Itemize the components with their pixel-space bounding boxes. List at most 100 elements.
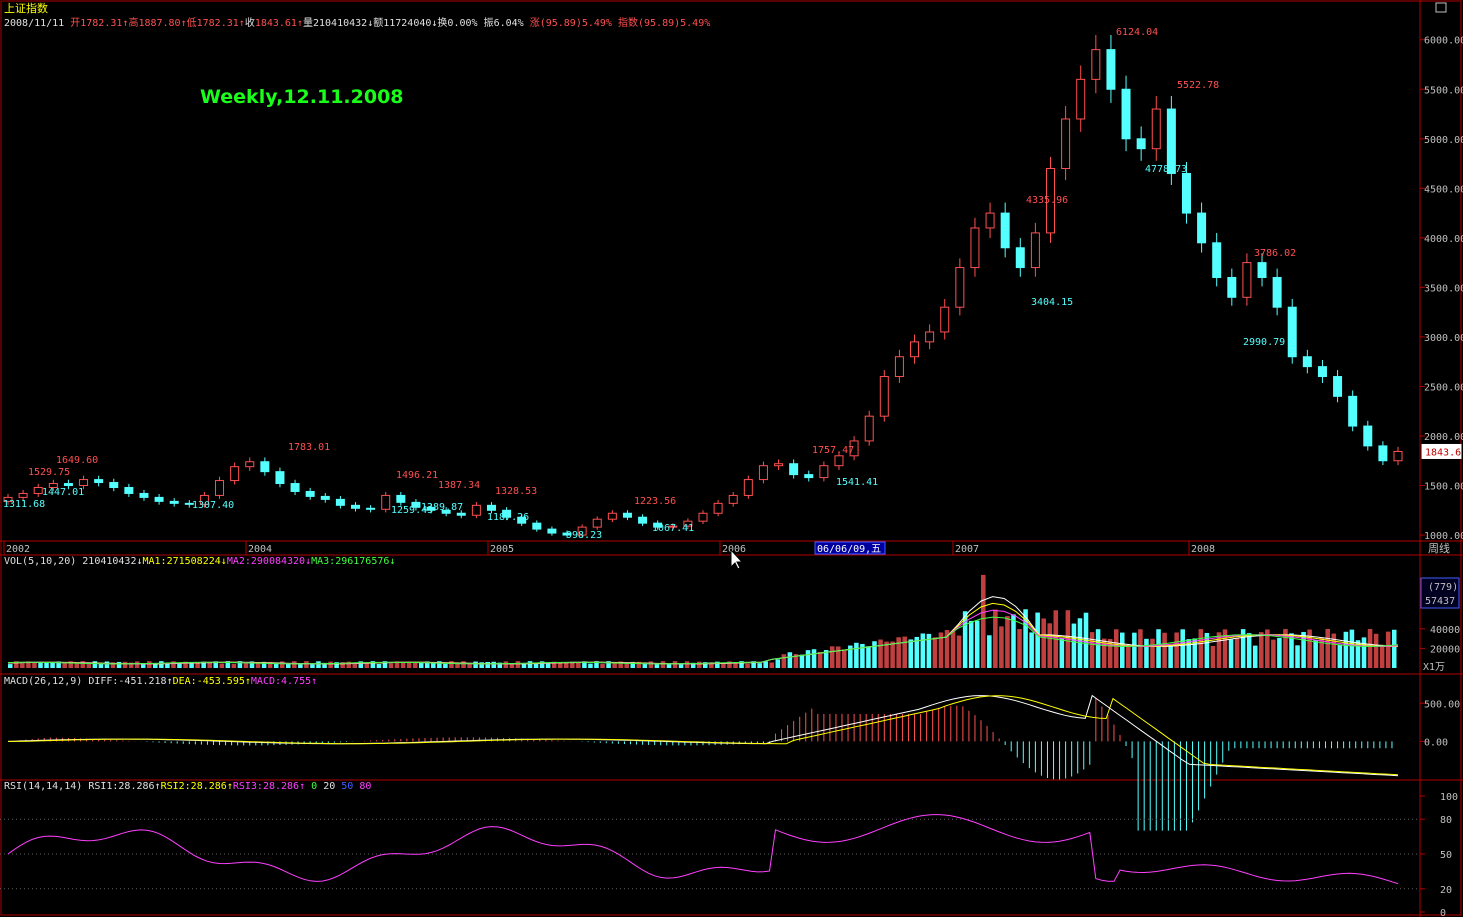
candle-body [607, 512, 617, 520]
current-price-tag [1421, 443, 1462, 459]
volume-bar [848, 645, 853, 668]
volume-bar [128, 662, 134, 668]
rise-label: 涨 [529, 18, 540, 29]
price-annotation: 4778.73 [1145, 164, 1187, 175]
volume-tick-label: 20000 [1430, 644, 1460, 655]
price-annotation: 1259.43 [391, 505, 433, 516]
candle-body [789, 463, 799, 476]
candle-body [1076, 78, 1086, 120]
candle-body [819, 465, 829, 479]
candle-body [1061, 118, 1071, 170]
price-annotation: 1496.21 [396, 470, 438, 481]
volume-bar [1307, 629, 1312, 668]
volume-bar [1325, 628, 1331, 668]
macd-tick-label: 500.00 [1424, 699, 1460, 710]
price-annotation: 5522.78 [1177, 80, 1219, 91]
candle-body [1212, 242, 1222, 278]
volume-bar [956, 635, 962, 668]
volume-bar [1041, 618, 1046, 668]
rsi-level-80: 80 [359, 781, 372, 792]
rsi-level-0: 0 [311, 781, 318, 792]
candle-body [1136, 138, 1146, 150]
volume-bar [116, 661, 122, 668]
close-label: 收 [244, 18, 255, 29]
volume-bar [20, 663, 25, 668]
volume-bar [334, 662, 339, 668]
candle-body [879, 376, 889, 417]
volume-tick-label: 40000 [1430, 625, 1460, 636]
price-annotation: 1757.47 [812, 445, 854, 456]
bar-date: 2008/11/11 [4, 18, 65, 29]
window-icon [1435, 2, 1447, 13]
candle-body [1091, 49, 1101, 80]
candle-body [396, 494, 406, 503]
volume-bar [557, 662, 563, 668]
volume-bar [811, 649, 817, 668]
price-annotation: 3404.15 [1031, 297, 1073, 308]
volume-bar [551, 661, 557, 668]
candle-body [804, 474, 814, 479]
candle-body [1393, 450, 1403, 462]
price-tick-label: 5500.00 [1424, 85, 1463, 96]
rsi-level-20: 20 [323, 781, 336, 792]
volume-bar [231, 663, 237, 668]
volume-bar [14, 661, 19, 668]
volume-bar [690, 662, 696, 668]
volume-bar [443, 663, 448, 668]
volume-bar [147, 661, 152, 668]
rsi-line [7, 814, 1399, 885]
volume-bar [1150, 638, 1155, 668]
candle-body [1000, 212, 1010, 249]
volume-bar [1035, 612, 1040, 668]
price-axis: 1000.00 1500.00 2000.00 2500.00 3000.00 3500.… [1420, 36, 1463, 542]
volume-bar [515, 661, 521, 668]
volume-bar [835, 646, 841, 668]
volume-bar [872, 641, 877, 668]
candle-body [1378, 445, 1388, 462]
volume-bar [932, 637, 938, 668]
volume-bar [376, 663, 382, 668]
volume-bar [1132, 632, 1137, 668]
volume-bar [751, 661, 756, 668]
macd-line [8, 695, 1399, 776]
volume-bar [920, 633, 926, 668]
volume-bar [636, 661, 642, 668]
volume-bar [1240, 629, 1246, 668]
volume-header: VOL(5,10,20) 210410432↓MA1:271508224↓MA2… [4, 556, 396, 567]
volume-bar [1144, 638, 1149, 668]
volume-bar [684, 661, 690, 668]
volume-bar [195, 662, 200, 668]
amount-label: 额 [373, 18, 384, 29]
candle-body [940, 306, 950, 333]
volume-bar [32, 662, 37, 668]
volume-bar [153, 663, 158, 668]
mouse-cursor-icon [730, 548, 744, 570]
candle-body [305, 490, 315, 497]
candle-body [184, 502, 194, 505]
candle-body [517, 516, 527, 524]
index-label: 指数 [617, 18, 638, 29]
candle-body [1121, 88, 1131, 140]
high-label: 高 [128, 18, 139, 29]
volume-bar [866, 646, 871, 668]
volume-bar [8, 664, 13, 668]
candle-body [910, 341, 920, 358]
volume-bar [1156, 629, 1161, 668]
amplitude-label: 振 [483, 18, 494, 29]
volume-bar [703, 662, 708, 668]
candle-body [683, 520, 693, 527]
volume-bar [503, 661, 509, 668]
candle-body [335, 498, 345, 506]
volume-bar [1126, 646, 1131, 668]
volume-bar [829, 646, 835, 668]
volume-bar [1101, 638, 1107, 668]
price-annotation: 3786.02 [1254, 248, 1296, 259]
volume-bar [678, 663, 684, 668]
volume-bar [74, 663, 80, 668]
volume-bar [993, 609, 998, 668]
open-value: 1782.31 [80, 18, 123, 29]
volume-bar [322, 662, 327, 668]
close-value: 1843.61 [254, 18, 297, 29]
